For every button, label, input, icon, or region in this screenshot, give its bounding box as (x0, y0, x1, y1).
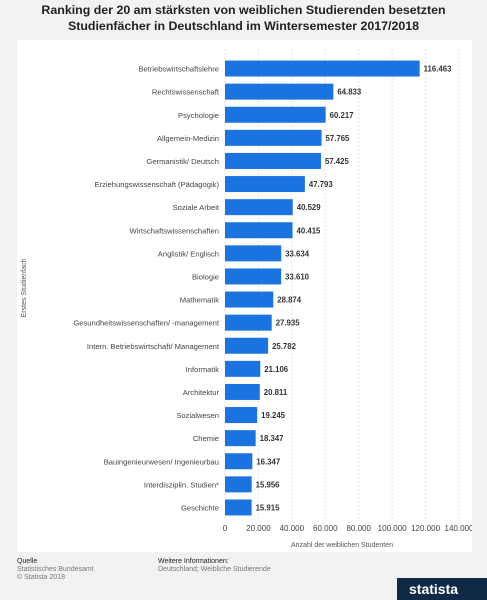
bar (225, 106, 326, 123)
category-label: Psychologie (178, 111, 219, 120)
x-tick-label: 120.000 (411, 524, 440, 533)
x-tick-label: 100.000 (378, 524, 407, 533)
data-label: 28.874 (277, 296, 302, 305)
category-label: Architektur (183, 388, 220, 397)
category-label: Germanistik/ Deutsch (146, 157, 219, 166)
source-heading: Quelle (17, 558, 38, 565)
chart-panel: 0 20.000 40.000 60.000 80.000 100.000 120.000 1… (17, 40, 472, 552)
data-label: 33.610 (285, 272, 310, 281)
bar (225, 383, 260, 400)
bar (225, 60, 420, 77)
bar (225, 360, 261, 377)
category-label: Bauingenieurwesen/ Ingenieurbau (104, 457, 219, 466)
chart-title: Ranking der 20 am stärksten von weiblich… (0, 2, 487, 34)
bar (225, 176, 305, 193)
data-label: 20.811 (264, 388, 288, 397)
data-label: 16.347 (256, 457, 280, 466)
bar (225, 152, 321, 169)
data-label: 18.347 (260, 434, 284, 443)
bar (225, 314, 272, 331)
category-label: Mathematik (180, 296, 219, 305)
chart-title-line-2: Studienfächer in Deutschland im Winterse… (67, 19, 420, 33)
category-label: Gesundheitswissenschaften/ -management (73, 319, 220, 328)
data-label: 47.793 (309, 180, 334, 189)
bar (225, 453, 253, 470)
category-label: Anglistik/ Englisch (158, 249, 219, 258)
bar (225, 407, 258, 424)
data-label: 40.529 (297, 203, 322, 212)
x-axis-title: Anzahl der weiblichen Studenten (291, 542, 393, 549)
category-label: Soziale Arbeit (173, 203, 220, 212)
category-label: Betriebswirtschaftslehre (138, 65, 219, 74)
source-line-2: © Statista 2018 (17, 574, 65, 581)
bar (225, 430, 256, 447)
bar (225, 222, 293, 239)
bar (225, 476, 252, 493)
data-label: 57.425 (325, 157, 350, 166)
category-label: Geschichte (181, 503, 219, 512)
category-label: Allgemein-Medizin (157, 134, 219, 143)
bar (225, 337, 269, 354)
category-label: Intern. Betriebswirtschaft/ Management (87, 342, 220, 351)
data-label: 33.634 (285, 249, 310, 258)
data-label: 57.765 (326, 134, 351, 143)
data-label: 60.217 (330, 111, 354, 120)
x-tick-label: 0 (223, 524, 228, 533)
source-line-1: Statistisches Bundesamt (17, 566, 94, 573)
x-tick-label: 40.000 (280, 524, 305, 533)
bar (225, 245, 282, 262)
chart-title-line-1: Ranking der 20 am stärksten von weiblich… (41, 3, 446, 17)
data-label: 15.956 (256, 480, 281, 489)
data-label: 15.915 (256, 503, 281, 512)
x-tick-label: 140.000 (445, 524, 472, 533)
x-tick-label: 60.000 (313, 524, 338, 533)
bar (225, 499, 252, 516)
bar-chart: 0 20.000 40.000 60.000 80.000 100.000 120.000 1… (21, 49, 472, 549)
category-label: Wirtschaftswissenschaften (130, 226, 219, 235)
data-label: 116.463 (424, 65, 452, 74)
category-label: Informatik (186, 365, 220, 374)
category-label: Chemie (193, 434, 219, 443)
info-heading: Weitere Informationen: (158, 558, 229, 565)
bar (225, 83, 334, 100)
category-label: Erziehungswissenschaft (Pädagogik) (94, 180, 219, 189)
data-label: 25.782 (272, 342, 297, 351)
bar (225, 268, 282, 285)
bar (225, 199, 293, 216)
data-label: 21.106 (264, 365, 289, 374)
category-label: Biologie (192, 272, 219, 281)
data-label: 19.245 (261, 411, 286, 420)
bar (225, 291, 274, 308)
bar (225, 129, 322, 146)
category-label: Rechtswissenschaft (152, 88, 220, 97)
category-label: Interdisziplin. Studien* (144, 480, 219, 489)
x-tick-label: 80.000 (346, 524, 371, 533)
category-label: Sozialwesen (176, 411, 219, 420)
data-label: 27.935 (276, 319, 301, 328)
info-text: Deutschland; Weibliche Studierende (158, 566, 271, 573)
statista-logo[interactable]: statista (397, 578, 487, 600)
data-label: 64.833 (337, 88, 362, 97)
data-label: 40.415 (297, 226, 322, 235)
y-axis-title: Erstes Studienfach (21, 259, 28, 318)
x-tick-label: 20.000 (246, 524, 271, 533)
